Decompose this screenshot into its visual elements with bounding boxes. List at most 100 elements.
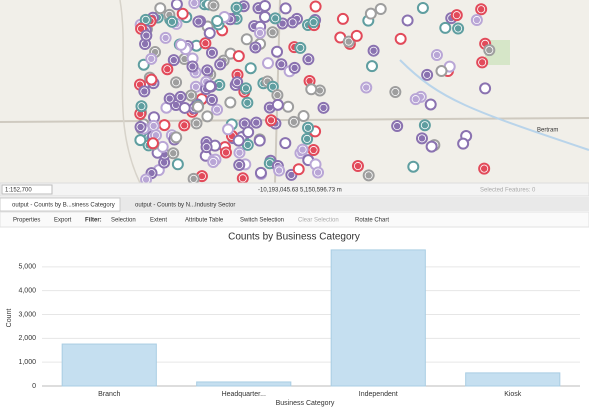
map-symbol-core <box>208 96 216 104</box>
bar <box>196 381 292 387</box>
map-symbol <box>305 83 318 96</box>
map-symbol-core <box>213 106 221 113</box>
map-symbol-core <box>160 159 168 166</box>
map-symbol-core <box>210 2 217 9</box>
map-symbol-core <box>191 0 198 7</box>
map-symbol-core <box>433 51 441 59</box>
road <box>119 0 141 184</box>
scale-box[interactable] <box>1 184 53 195</box>
map-symbol-core <box>304 124 312 131</box>
map-symbol <box>201 110 214 123</box>
map-symbol-core <box>172 101 180 109</box>
tab-active[interactable] <box>0 197 121 212</box>
tab[interactable]: output - Counts by B...siness Category <box>12 203 115 209</box>
export-button[interactable]: Export <box>54 218 72 224</box>
map: Bertram <box>0 0 589 186</box>
map-symbol <box>254 166 267 179</box>
extent-button[interactable]: Extent <box>150 218 167 224</box>
map-symbol <box>134 134 147 147</box>
map-symbol <box>282 100 295 113</box>
map-symbol-core <box>305 56 312 63</box>
map-symbol-core <box>453 11 460 19</box>
map-symbol <box>178 101 191 114</box>
map-symbol <box>253 134 266 147</box>
map-symbol <box>240 33 253 46</box>
map-symbol <box>336 12 349 25</box>
map-symbol-core <box>288 171 295 179</box>
rotate-chart-button[interactable]: Rotate Chart <box>355 218 389 224</box>
map-symbol <box>279 2 292 15</box>
toolbar-bg <box>0 211 589 228</box>
map-symbol <box>232 134 245 147</box>
map-symbol-core <box>190 175 197 183</box>
map-symbol <box>457 137 470 150</box>
map-symbol-core <box>297 44 304 52</box>
map-symbol-core <box>310 18 317 26</box>
selection-button[interactable]: Selection <box>111 218 136 224</box>
map-symbol-core <box>345 38 352 45</box>
clear-selection-button[interactable]: Clear Selection <box>298 218 339 224</box>
place-label: Bertram <box>537 128 558 134</box>
map-symbol-core <box>142 176 150 183</box>
map-symbol-core <box>454 25 462 32</box>
x-axis-title: Business Category <box>276 400 335 407</box>
map-symbol-core <box>222 149 230 156</box>
map-symbol-core <box>193 120 200 127</box>
map-symbol <box>203 27 216 40</box>
map-symbol <box>137 58 150 71</box>
map-symbol-core <box>320 104 327 112</box>
map-symbol-core <box>478 59 486 66</box>
map-symbol <box>242 126 255 139</box>
map-symbol-core <box>170 150 177 157</box>
map-symbol-core <box>150 122 157 130</box>
switch-selection-button[interactable]: Switch Selection <box>240 218 284 224</box>
map-symbol-core <box>291 64 298 72</box>
y-tick-label: 2,000 <box>18 335 36 342</box>
filter-label: Filter: <box>85 218 102 224</box>
map-symbol-core <box>143 32 150 39</box>
map-symbol <box>435 65 448 78</box>
map-symbol-core <box>314 169 322 176</box>
attribute-table-button[interactable]: Attribute Table <box>185 218 224 224</box>
map-symbol-core <box>269 83 277 90</box>
tab[interactable]: output - Counts by N...Industry Sector <box>135 203 235 209</box>
map-symbol <box>279 137 292 150</box>
map-symbol-core <box>202 40 209 47</box>
map-symbol <box>394 32 407 45</box>
map-symbol <box>244 62 257 75</box>
map-symbol-core <box>181 122 188 129</box>
bar <box>330 249 426 387</box>
map-symbol-core <box>256 29 264 37</box>
map-symbol <box>297 110 310 123</box>
y-tick-label: 5,000 <box>18 264 36 271</box>
map-symbol-core <box>208 49 216 56</box>
map-symbol-core <box>274 91 281 99</box>
map-symbol <box>425 140 438 153</box>
map-symbol-core <box>236 161 243 169</box>
map-symbol <box>170 0 183 11</box>
map-symbol-core <box>252 44 259 51</box>
map-symbol-core <box>354 162 362 170</box>
y-tick-label: 4,000 <box>18 288 36 295</box>
map-symbol-core <box>216 61 224 68</box>
map-symbol-core <box>310 146 317 154</box>
map-symbol-core <box>365 172 372 179</box>
map-symbol <box>204 80 217 93</box>
map-symbol-core <box>290 118 298 126</box>
tab-bar-bg <box>0 197 589 211</box>
map-symbol-core <box>181 55 188 63</box>
map-symbol-core <box>137 25 145 32</box>
map-symbol-core <box>473 16 481 24</box>
map-symbol <box>350 29 363 42</box>
map-symbol-core <box>172 79 180 86</box>
properties-button[interactable]: Properties <box>13 218 40 224</box>
map-symbol <box>374 3 387 16</box>
map-symbol <box>309 0 322 13</box>
map-symbol-core <box>148 169 155 177</box>
map-symbol-core <box>137 123 144 131</box>
map-symbol <box>407 160 420 173</box>
map-symbol <box>262 57 275 70</box>
map-symbol-core <box>244 99 251 106</box>
map-symbol-core <box>210 158 217 166</box>
map-symbol <box>258 0 271 12</box>
